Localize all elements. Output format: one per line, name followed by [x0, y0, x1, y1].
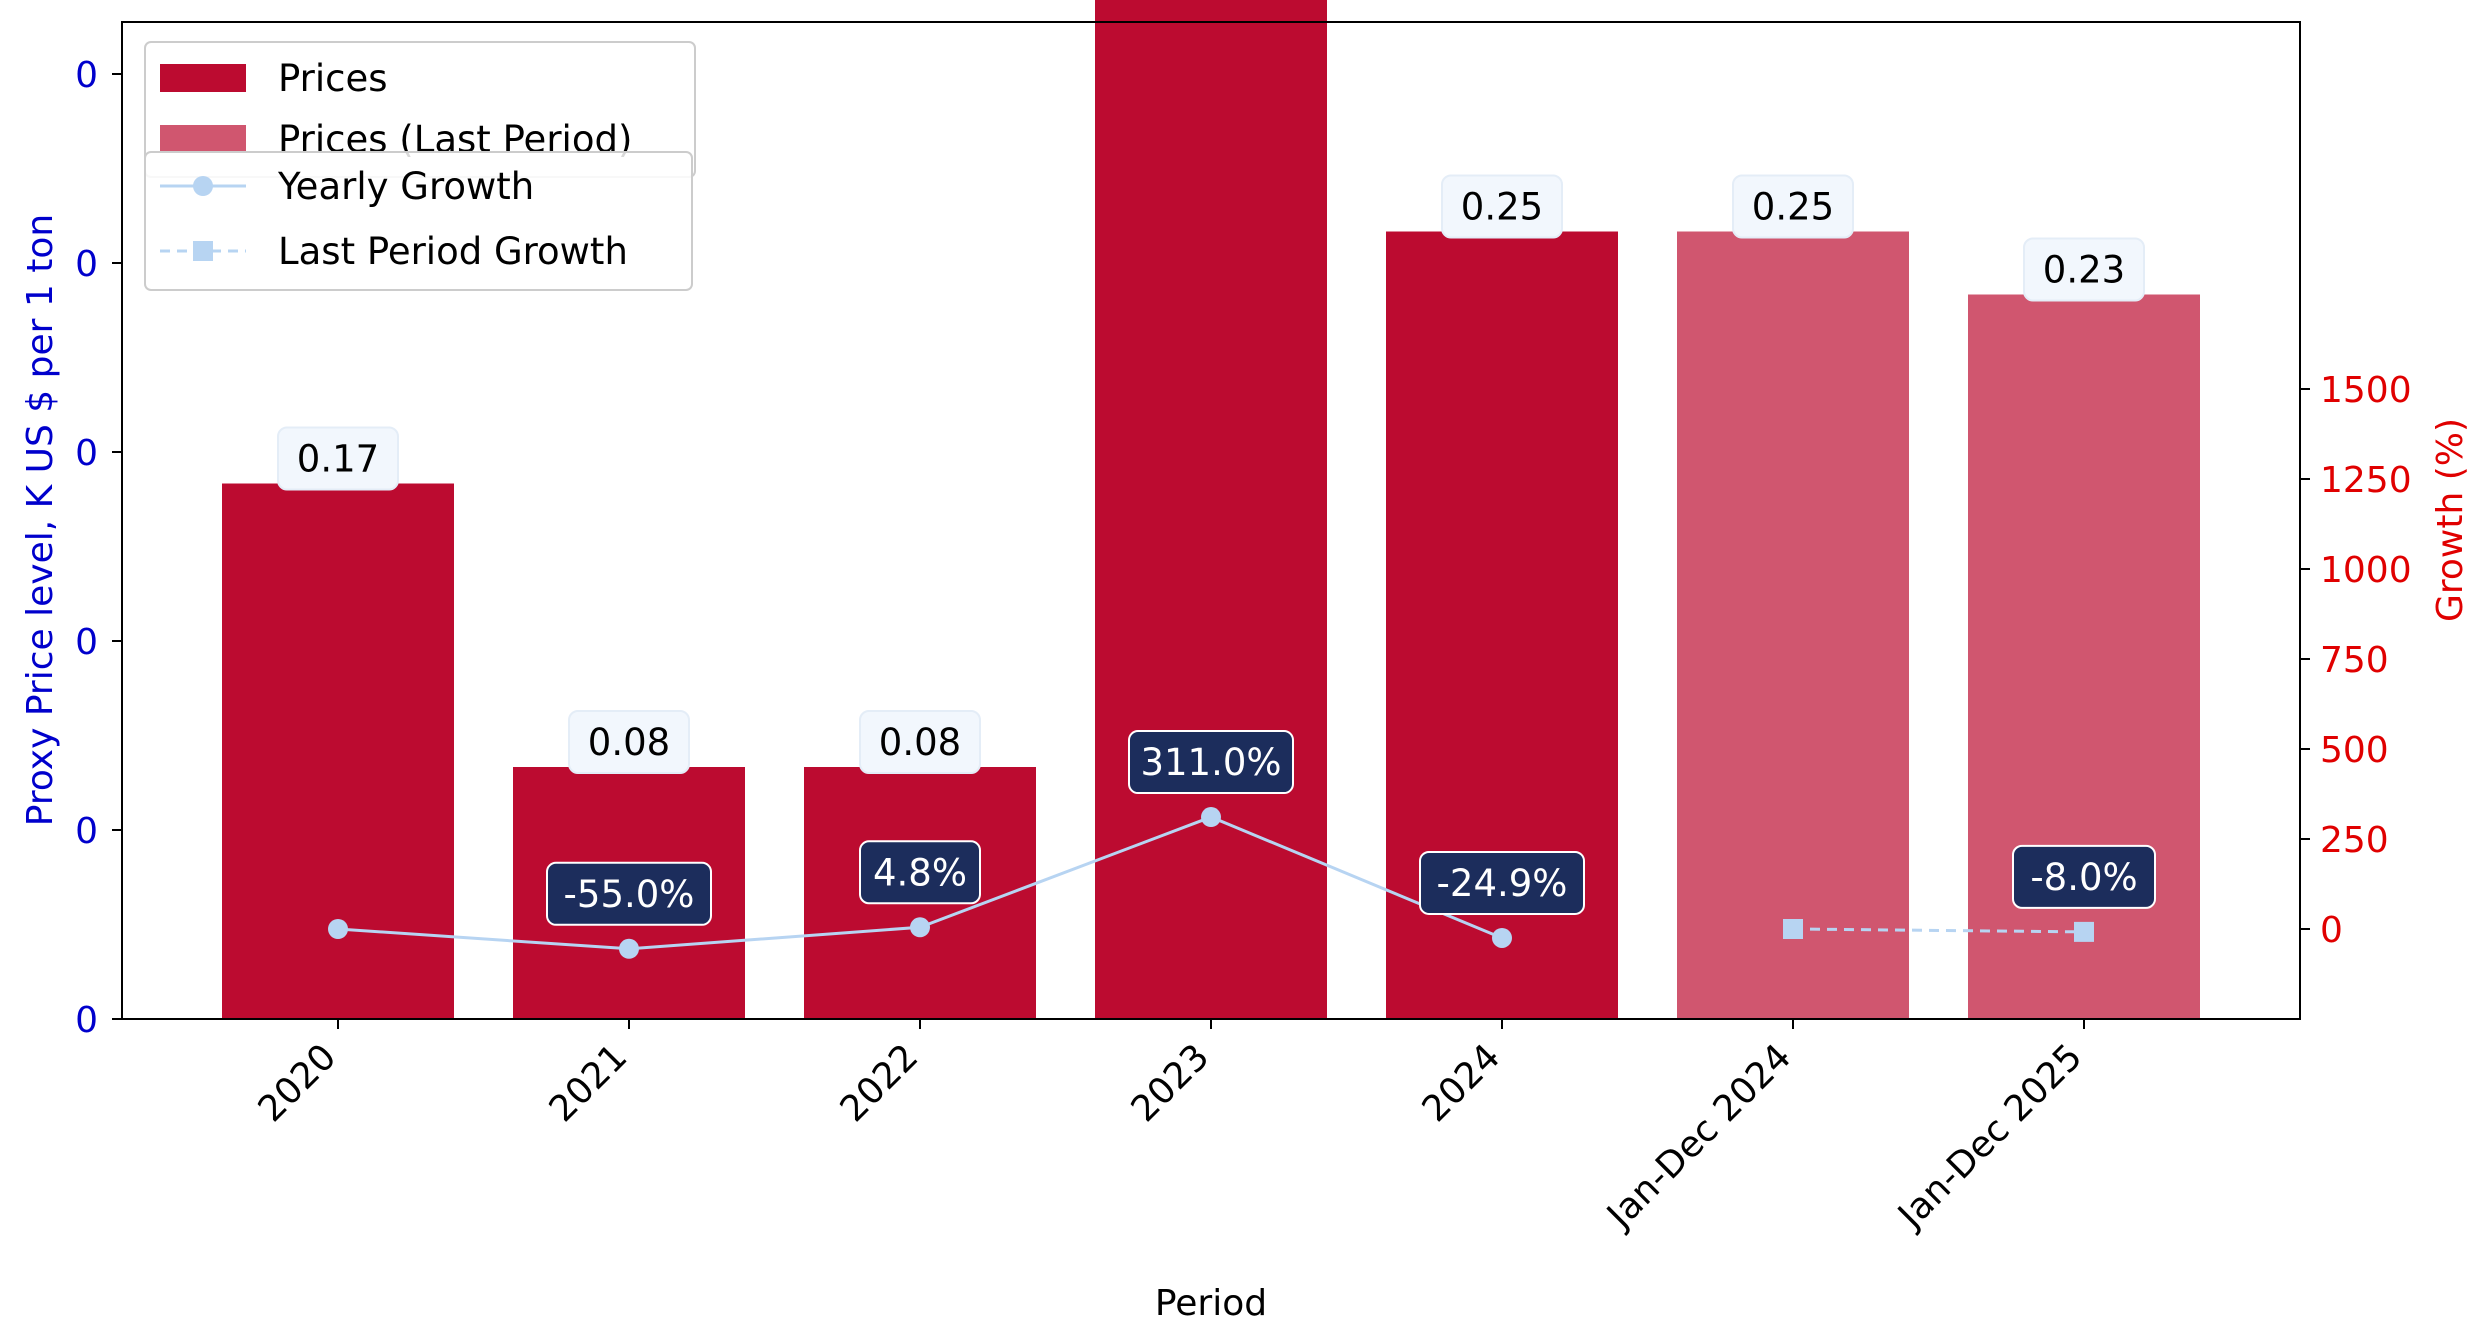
legend-prices: Prices Prices (Last Period)	[144, 41, 696, 178]
series-1-point-5	[1492, 927, 1512, 948]
bar-value-label-3-box	[859, 710, 981, 774]
right-tick-label-7: 1500	[2320, 370, 2412, 411]
legend-marker-last-period-growth	[193, 241, 213, 261]
bar-value-label-7: 0.23	[2043, 249, 2125, 292]
bar-value-label-2-box	[568, 710, 690, 774]
bar-value-label-7-box	[2023, 237, 2145, 302]
growth-label-2-2: -8.0%	[2030, 856, 2137, 899]
right-tick-label-2: 250	[2320, 820, 2389, 861]
right-tick-label-4: 750	[2320, 640, 2389, 681]
x-tick-label-1: 2020	[251, 1036, 345, 1130]
series-2-point-2	[2074, 921, 2094, 942]
right-axis-ticks: 0 250 500 750 1000 1250 1500	[2300, 370, 2412, 951]
x-tick-label-4: 2023	[1124, 1036, 1218, 1130]
right-tick-label-5: 1000	[2320, 550, 2412, 591]
left-tick-label-2: 0	[75, 811, 98, 852]
series-2-point-1	[1783, 919, 1803, 939]
growth-label-2-2-box	[2012, 844, 2156, 909]
legend-swatch-prices	[160, 64, 246, 92]
growth-lines-layer	[328, 807, 2094, 959]
legend-growth: Yearly Growth Last Period Growth	[144, 151, 693, 291]
bar-value-label-5: 0.25	[1461, 186, 1543, 229]
growth-label-1-3: 4.8%	[873, 851, 967, 894]
y-right-axis-title: Growth (%)	[2430, 418, 2471, 622]
bar-value-label-2: 0.08	[588, 721, 670, 764]
y-left-axis-title: Proxy Price level, K US $ per 1 ton	[20, 214, 61, 826]
series-1-point-3	[910, 917, 930, 938]
left-tick-label-5: 0	[75, 244, 98, 285]
x-axis-title: Period	[1155, 1283, 1267, 1324]
growth-label-1-3-box	[859, 840, 981, 905]
data-labels-layer: 0.170.080.080.330.250.250.23-55.0%4.8%31…	[277, 174, 2156, 926]
growth-label-1-5-box	[1419, 850, 1585, 915]
x-tick-label-3: 2022	[833, 1036, 927, 1130]
series-1-point-2	[619, 938, 639, 959]
bar-7	[1968, 294, 2200, 1019]
bar-4	[1095, 0, 1327, 1019]
left-tick-label-6: 0	[75, 55, 98, 96]
bar-value-label-1: 0.17	[297, 438, 379, 481]
right-tick-label-6: 1250	[2320, 460, 2412, 501]
left-axis-ticks: 0 0 0 0 0 0	[75, 55, 122, 1041]
left-tick-label-1: 0	[75, 1000, 98, 1041]
legend-swatch-prices-last-period	[160, 125, 246, 153]
x-axis-ticks: 2020 2021 2022 2023 2024 Jan-Dec 2024 Jan-Dec …	[251, 1019, 2090, 1237]
series-1-point-4	[1201, 807, 1221, 828]
x-tick-label-6: Jan-Dec 2024	[1598, 1036, 1799, 1237]
bar-value-label-1-box	[277, 426, 399, 491]
bar-value-label-5-box	[1441, 174, 1563, 239]
legend-marker-yearly-growth	[193, 176, 213, 196]
left-tick-label-4: 0	[75, 433, 98, 474]
legend-label-yearly-growth: Yearly Growth	[277, 165, 534, 208]
x-tick-label-2: 2021	[542, 1036, 636, 1130]
bar-value-label-6-box	[1732, 174, 1854, 239]
growth-label-1-2-box	[546, 861, 712, 926]
bar-6	[1677, 231, 1909, 1019]
series-line-2	[1792, 927, 2085, 934]
growth-label-1-4: 311.0%	[1140, 741, 1281, 784]
x-tick-label-7: Jan-Dec 2025	[1889, 1036, 2090, 1237]
growth-label-1-5: -24.9%	[1437, 862, 1568, 905]
x-tick-label-5: 2024	[1415, 1036, 1509, 1130]
right-tick-label-1: 0	[2320, 910, 2343, 951]
left-tick-label-3: 0	[75, 622, 98, 663]
legend-frame-growth	[144, 151, 693, 291]
legend-label-prices: Prices	[278, 57, 388, 100]
growth-label-1-4-box	[1128, 730, 1294, 795]
bar-value-label-6: 0.25	[1752, 186, 1834, 229]
legend-label-last-period-growth: Last Period Growth	[278, 230, 628, 273]
bar-value-label-3: 0.08	[879, 721, 961, 764]
series-1-point-1	[328, 919, 348, 939]
growth-label-1-2: -55.0%	[564, 873, 695, 916]
right-tick-label-3: 500	[2320, 730, 2389, 771]
